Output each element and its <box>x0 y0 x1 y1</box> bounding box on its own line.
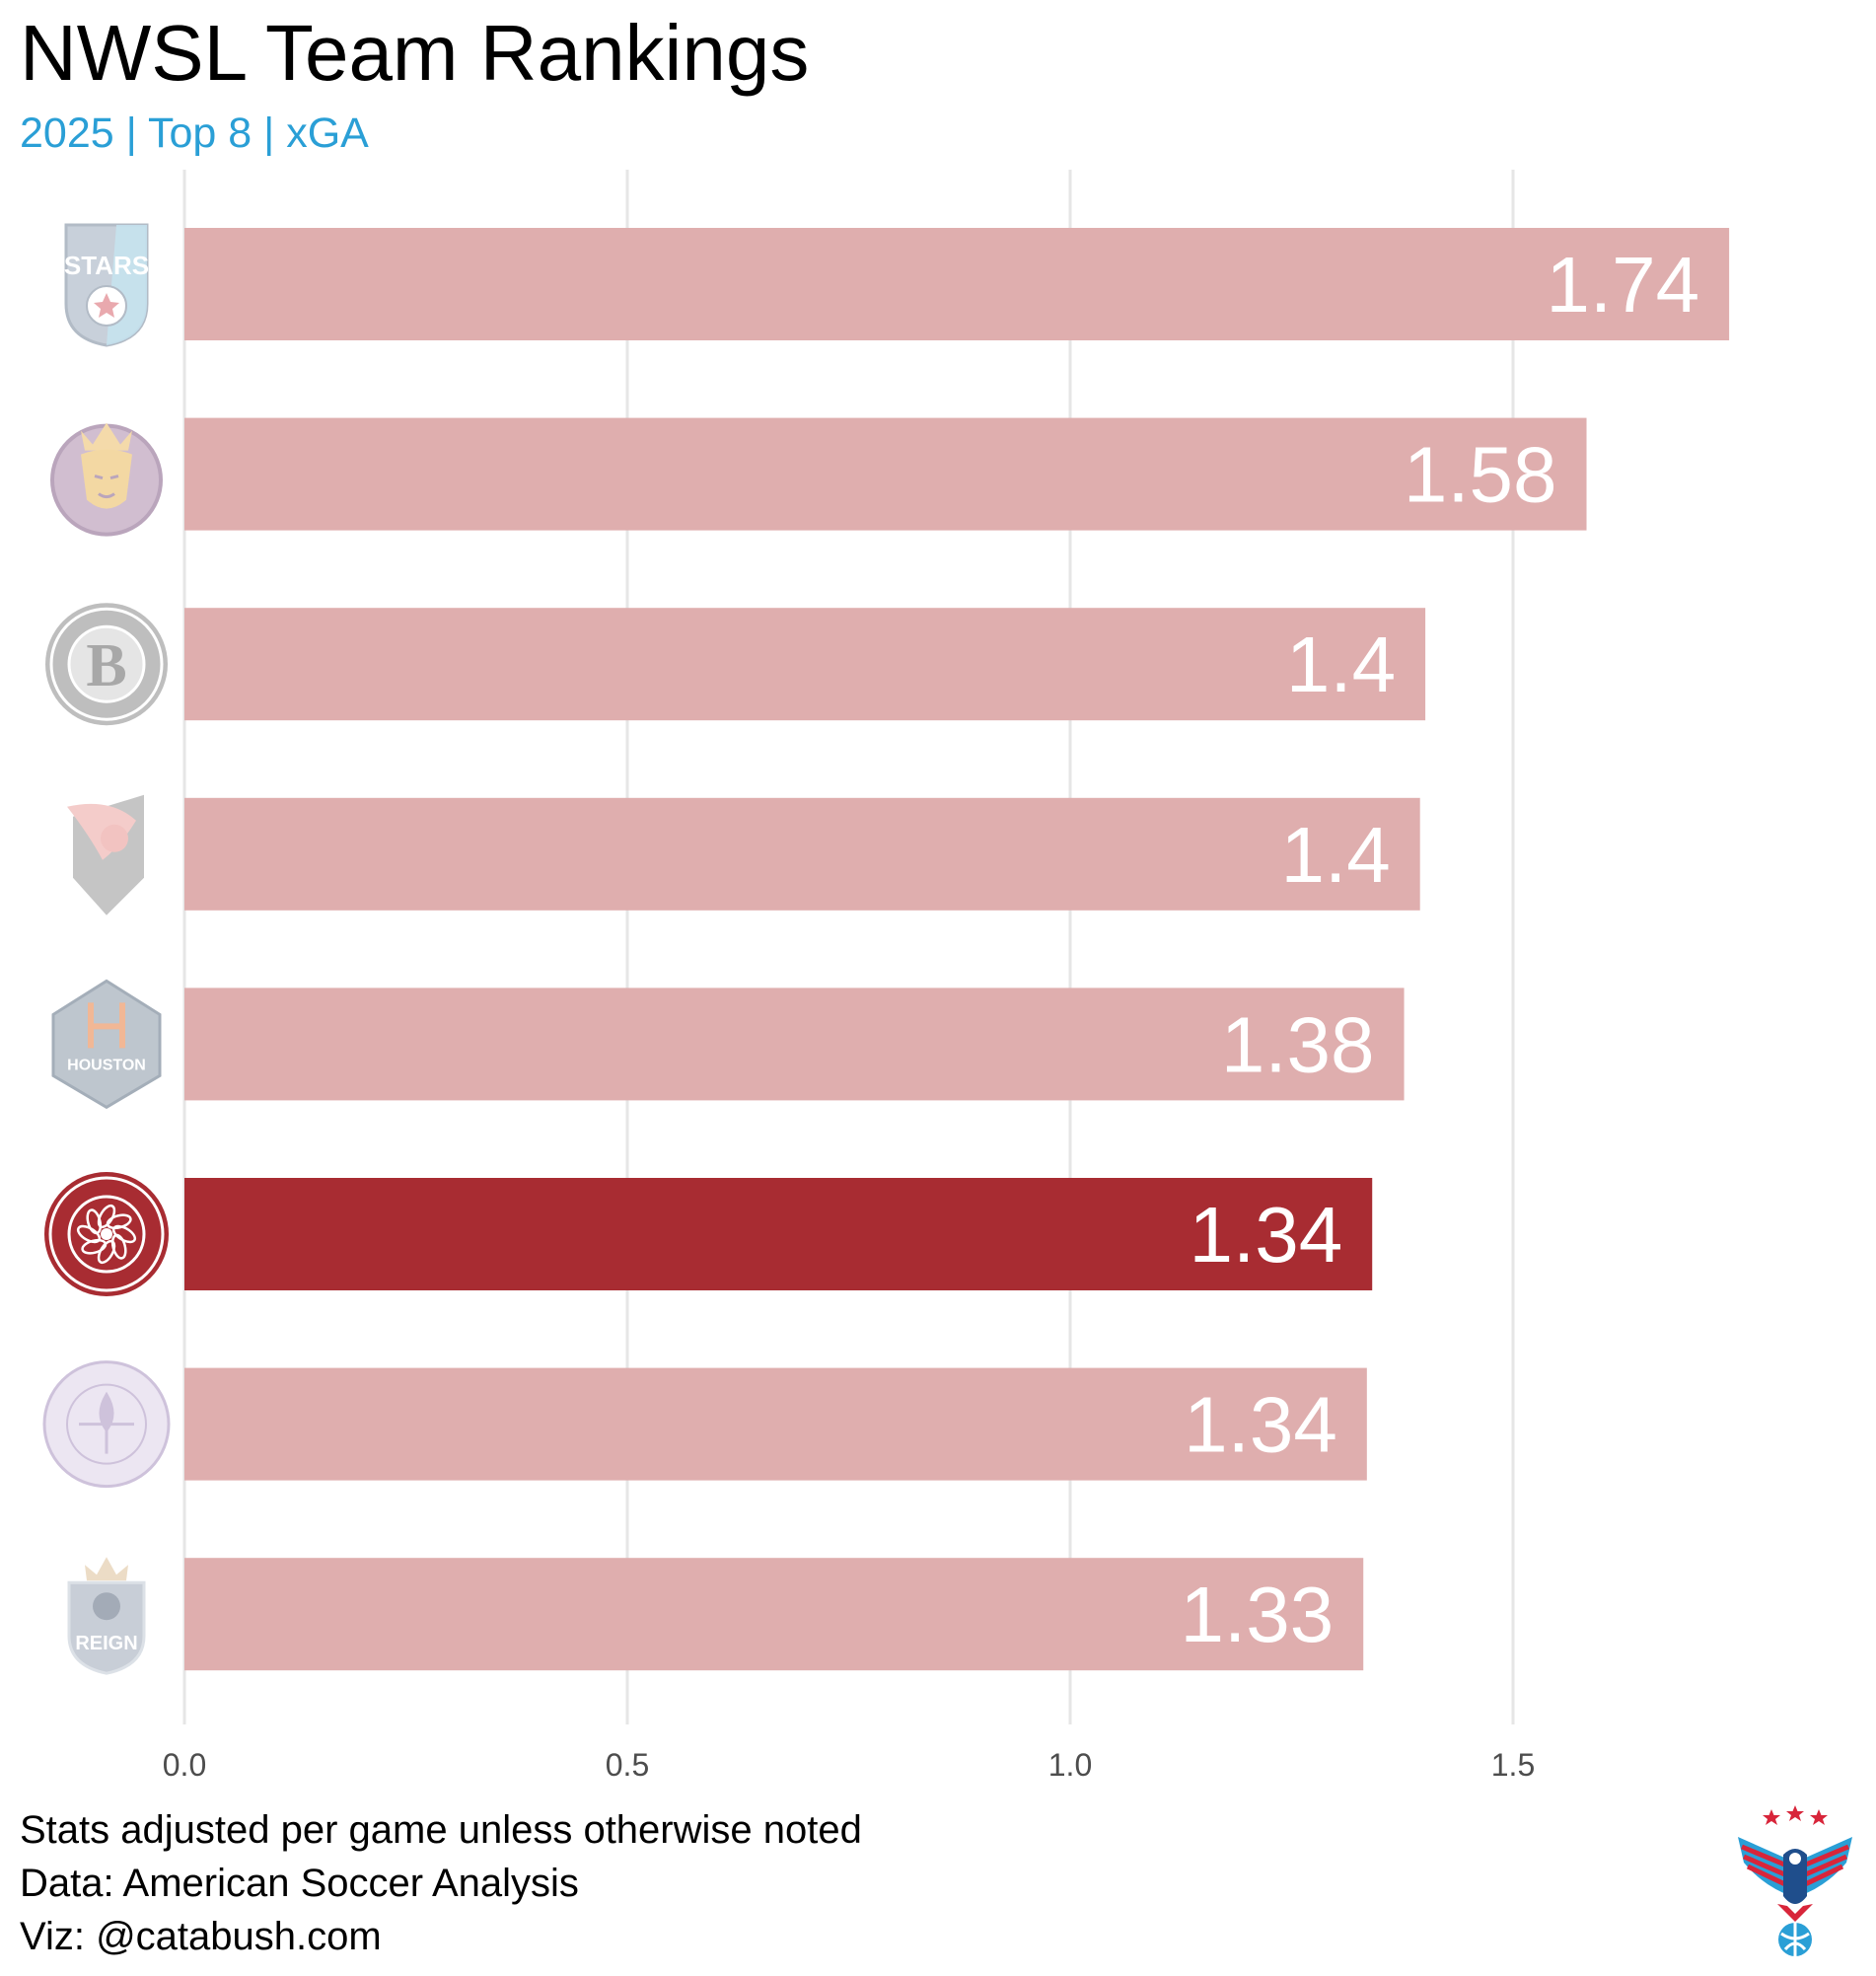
caption-block: Stats adjusted per game unless otherwise… <box>20 1803 862 1963</box>
svg-text:B: B <box>86 632 126 699</box>
bar-value-label: 1.74 <box>1546 241 1699 329</box>
bars <box>184 228 1730 1671</box>
bar <box>184 988 1405 1101</box>
x-tick-label: 0.0 <box>163 1747 206 1783</box>
svg-text:STARS: STARS <box>64 251 149 280</box>
team-logo-icon: REIGN <box>67 1557 146 1675</box>
team-logo-icon <box>42 1360 171 1489</box>
eagle-soccer-brand-logo <box>1738 1805 1852 1956</box>
bar-value-label: 1.58 <box>1404 431 1557 519</box>
team-logo-icon <box>44 1172 169 1296</box>
svg-text:REIGN: REIGN <box>75 1633 137 1654</box>
caption-viz-credit: Viz: @catabush.com <box>20 1915 382 1958</box>
bar-value-label: 1.34 <box>1190 1191 1343 1279</box>
x-tick-label: 1.0 <box>1048 1747 1092 1783</box>
bar <box>184 1558 1364 1671</box>
team-logo-icon: HOUSTON <box>51 979 162 1110</box>
bar <box>184 1367 1367 1481</box>
team-logo-icon: B <box>45 603 168 726</box>
chart-title: NWSL Team Rankings <box>20 9 810 97</box>
team-logo-icon: STARS <box>64 223 149 347</box>
bar-value-label: 1.38 <box>1221 1000 1375 1088</box>
grid-lines <box>182 170 1515 1724</box>
svg-text:HOUSTON: HOUSTON <box>67 1057 146 1073</box>
x-tick-label: 1.5 <box>1491 1747 1535 1783</box>
value-labels: 1.74 1.58 1.4 1.4 1.38 1.34 1.34 1.33 <box>1181 241 1700 1658</box>
bar-value-label: 1.33 <box>1181 1571 1335 1658</box>
caption-data-source: Data: American Soccer Analysis <box>20 1862 579 1905</box>
bar <box>184 417 1587 531</box>
bar <box>184 1178 1373 1290</box>
team-logos: STARS B HOUSTON REIGN <box>42 223 171 1675</box>
caption-stats-note: Stats adjusted per game unless otherwise… <box>20 1808 862 1852</box>
bar-value-label: 1.4 <box>1286 621 1396 708</box>
bar-chart: 1.74 1.58 1.4 1.4 1.38 1.34 1.34 1.33 STARS B HOU… <box>42 170 1730 1783</box>
bar <box>184 797 1420 911</box>
bar-value-label: 1.4 <box>1280 811 1390 899</box>
bar-value-label: 1.34 <box>1184 1381 1337 1469</box>
bar <box>184 608 1426 721</box>
team-logo-icon <box>50 422 163 537</box>
team-logo-icon <box>67 794 144 915</box>
x-axis-ticks: 0.0 0.5 1.0 1.5 <box>163 1747 1535 1783</box>
bar <box>184 228 1730 340</box>
x-tick-label: 0.5 <box>606 1747 649 1783</box>
chart-subtitle: 2025 | Top 8 | xGA <box>20 110 369 157</box>
